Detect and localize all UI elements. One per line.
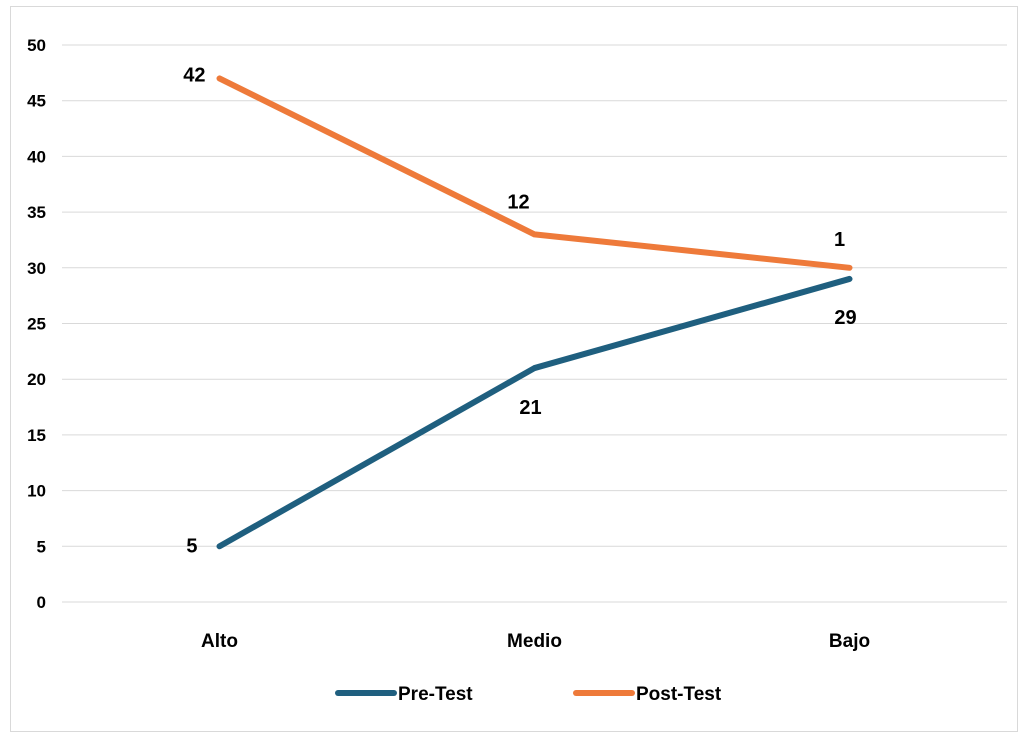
gridlines — [62, 44, 1007, 603]
series-line-pre-test — [216, 275, 853, 550]
y-tick-label: 20 — [27, 370, 46, 389]
y-tick-label: 0 — [37, 593, 46, 612]
series-lines — [216, 75, 853, 550]
x-category-label: Medio — [507, 631, 562, 652]
y-tick-label: 30 — [27, 259, 46, 278]
y-tick-label: 10 — [27, 482, 46, 501]
data-labels: 5 21 29 42 12 1 — [183, 64, 856, 557]
legend-item-post-test: Post-Test — [573, 684, 722, 705]
y-axis-ticks: 0 5 10 15 20 25 30 35 40 45 50 — [27, 36, 46, 612]
y-tick-label: 40 — [27, 147, 46, 166]
data-label: 42 — [183, 64, 205, 86]
y-tick-label: 35 — [27, 203, 46, 222]
series-line-post-test — [216, 75, 853, 271]
legend-label: Post-Test — [636, 684, 722, 705]
data-label: 5 — [186, 535, 197, 557]
y-tick-label: 50 — [27, 36, 46, 55]
legend-item-pre-test: Pre-Test — [335, 684, 473, 705]
x-category-label: Alto — [201, 631, 238, 652]
data-label: 12 — [507, 191, 529, 213]
x-category-label: Bajo — [829, 631, 870, 652]
data-label: 21 — [519, 397, 541, 419]
y-tick-label: 45 — [27, 92, 46, 111]
chart-frame — [10, 6, 1018, 732]
legend-label: Pre-Test — [398, 684, 473, 705]
y-tick-label: 5 — [37, 537, 46, 556]
data-label: 1 — [834, 229, 845, 251]
y-tick-label: 15 — [27, 426, 46, 445]
legend: Pre-Test Post-Test — [335, 684, 722, 705]
data-label: 29 — [834, 307, 856, 329]
x-axis-categories: Alto Medio Bajo — [201, 631, 870, 652]
y-tick-label: 25 — [27, 315, 46, 334]
